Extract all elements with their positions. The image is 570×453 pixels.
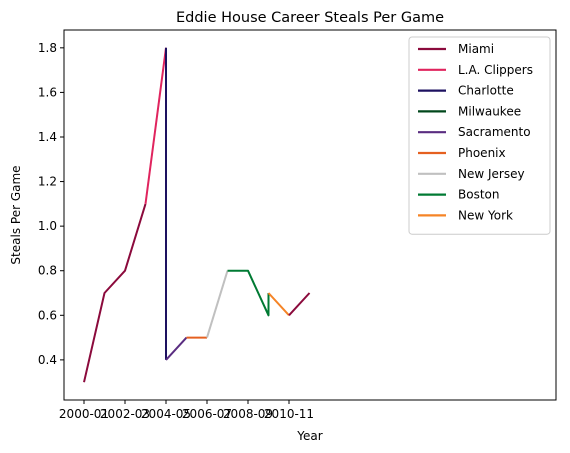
series-line-miami-9 <box>288 292 311 316</box>
series-line-sacramento-4 <box>165 336 188 361</box>
x-tick-label: 2006-07 <box>182 407 232 421</box>
y-axis-title: Steals Per Game <box>9 165 23 264</box>
legend-label-miami: Miami <box>458 42 494 56</box>
y-tick-label: 0.8 <box>38 264 57 278</box>
legend-label-sacramento: Sacramento <box>458 125 531 139</box>
x-axis: 2000-012002-032004-052006-072008-092010-… <box>59 400 314 421</box>
legend-label-new-jersey: New Jersey <box>458 167 525 181</box>
plot-frame <box>63 29 557 401</box>
y-tick-label: 1.6 <box>38 85 57 99</box>
series-line-new-york-8 <box>267 292 290 316</box>
y-axis: 0.4 0.6 0.8 1.0 1.2 1.4 1.6 1.8 <box>38 41 64 367</box>
x-tick-label: 2000-01 <box>59 407 109 421</box>
legend-label-milwaukee: Milwaukee <box>458 104 521 118</box>
series-line-miami-0 <box>83 203 147 383</box>
x-tick-label: 2002-03 <box>100 407 150 421</box>
x-tick-label: 2004-05 <box>141 407 191 421</box>
legend-label-new-york: New York <box>458 208 513 222</box>
series-line-new-jersey-6 <box>206 270 229 338</box>
series-line-l-a-clippers-1 <box>144 47 167 205</box>
y-tick-label: 1.4 <box>38 130 57 144</box>
y-tick-label: 1.0 <box>38 219 57 233</box>
legend-label-l-a-clippers: L.A. Clippers <box>458 63 533 77</box>
legend-label-charlotte: Charlotte <box>458 84 514 98</box>
y-tick-label: 1.8 <box>38 41 57 55</box>
legend: Miami L.A. Clippers Charlotte Milwaukee Sacr… <box>408 36 551 235</box>
legend-label-phoenix: Phoenix <box>458 146 506 160</box>
x-tick-label: 2010-11 <box>264 407 314 421</box>
y-tick-label: 0.4 <box>38 353 57 367</box>
plot-lines <box>83 47 311 383</box>
y-tick-label: 1.2 <box>38 175 57 189</box>
series-line-boston-7 <box>227 269 270 317</box>
x-tick-label: 2008-09 <box>223 407 273 421</box>
y-tick-label: 0.6 <box>38 308 57 322</box>
legend-box <box>408 36 551 235</box>
legend-label-boston: Boston <box>458 188 499 202</box>
chart-title: Eddie House Career Steals Per Game <box>176 10 444 26</box>
x-axis-title: Year <box>296 429 322 443</box>
